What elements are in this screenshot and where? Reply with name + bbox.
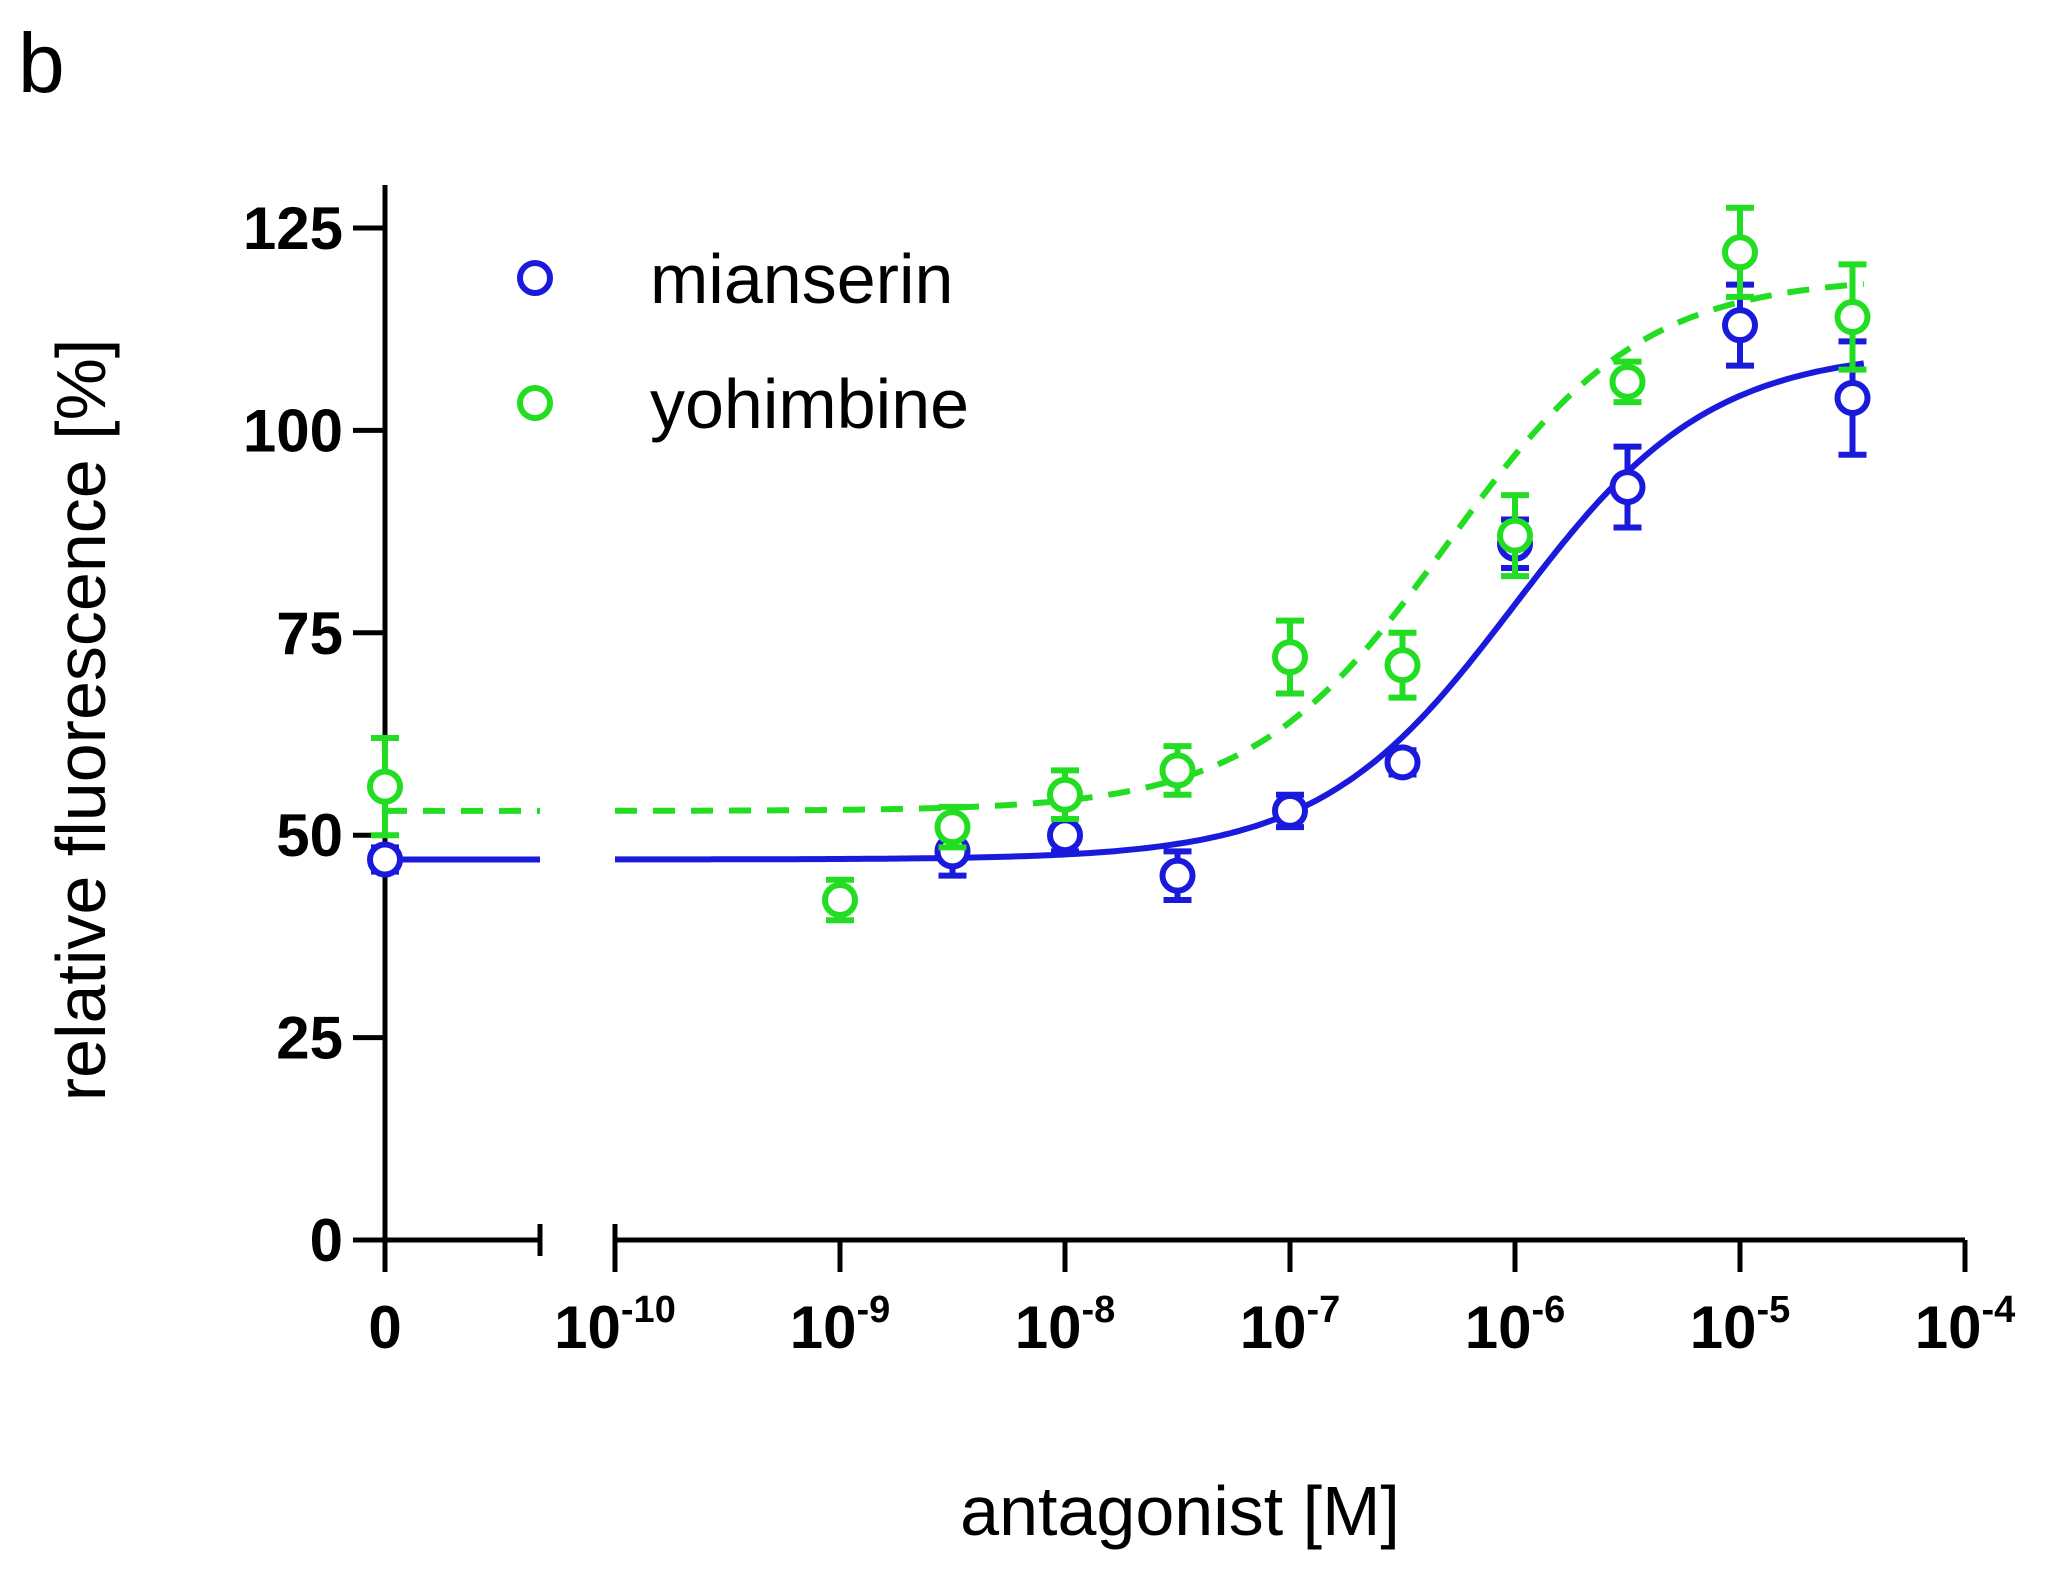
data-markers — [367, 204, 1871, 924]
panel-label: b — [18, 16, 65, 110]
y-tick-label: 0 — [310, 1207, 343, 1274]
legend-marker-yohimbine — [517, 385, 553, 421]
x-ticks: 0 10-10 10-9 10-8 10-7 10-6 10-5 10-4 — [368, 1224, 2015, 1361]
x-tick-label: 10-8 — [1015, 1289, 1116, 1361]
yohimbine-data-point — [1159, 752, 1196, 789]
mianserin-data-point — [1159, 857, 1196, 894]
x-tick-label: 10-4 — [1915, 1289, 2016, 1361]
legend-marker-mianserin — [517, 260, 553, 296]
legend-label-yohimbine: yohimbine — [650, 365, 969, 443]
yohimbine-data-point — [822, 881, 858, 918]
x-tick-label: 10-5 — [1690, 1289, 1791, 1361]
mianserin-data-point — [1609, 469, 1646, 506]
axes: 0 25 50 75 100 125 0 10-10 10-9 10-8 10-7 10-6 10-5… — [243, 185, 2015, 1361]
fit-curves — [385, 281, 1865, 863]
mianserin-data-point — [367, 841, 403, 878]
yohimbine-data-point — [1384, 647, 1421, 684]
x-tick-label: 10-7 — [1240, 1289, 1341, 1361]
yohimbine-data-point — [1047, 776, 1083, 813]
yohimbine-data-point — [367, 768, 403, 805]
mianserin-fit-curve — [615, 360, 1865, 863]
x-tick-label: 10-10 — [554, 1289, 676, 1361]
x-axis-title: antagonist [M] — [960, 1472, 1400, 1550]
mianserin-data-point — [1047, 817, 1083, 854]
yohimbine-data-point — [1722, 234, 1758, 271]
yohimbine-fit-curve — [615, 281, 1865, 814]
yohimbine-data-point — [1834, 299, 1871, 336]
yohimbine-data-point — [1272, 639, 1308, 676]
y-tick-label: 50 — [276, 802, 343, 869]
y-tick-label: 25 — [276, 1005, 343, 1072]
mianserin-data-point — [1384, 744, 1421, 781]
yohimbine-data-point — [1497, 517, 1533, 554]
x-tick-label: 0 — [368, 1294, 401, 1361]
x-tick-label: 10-6 — [1465, 1289, 1566, 1361]
y-axis-title: relative fluorescence [%] — [42, 339, 120, 1102]
legend: mianserin yohimbine — [517, 240, 969, 443]
mianserin-data-point — [1272, 792, 1308, 829]
y-tick-label: 125 — [243, 195, 343, 262]
x-tick-label: 10-9 — [790, 1289, 891, 1361]
yohimbine-data-point — [934, 809, 971, 846]
mianserin-data-point — [1722, 307, 1758, 344]
y-ticks: 0 25 50 75 100 125 — [243, 195, 385, 1274]
y-tick-label: 75 — [276, 600, 343, 667]
legend-label-mianserin: mianserin — [650, 240, 953, 318]
mianserin-data-point — [1834, 380, 1871, 417]
yohimbine-data-point — [1609, 363, 1646, 400]
y-tick-label: 100 — [243, 397, 343, 464]
